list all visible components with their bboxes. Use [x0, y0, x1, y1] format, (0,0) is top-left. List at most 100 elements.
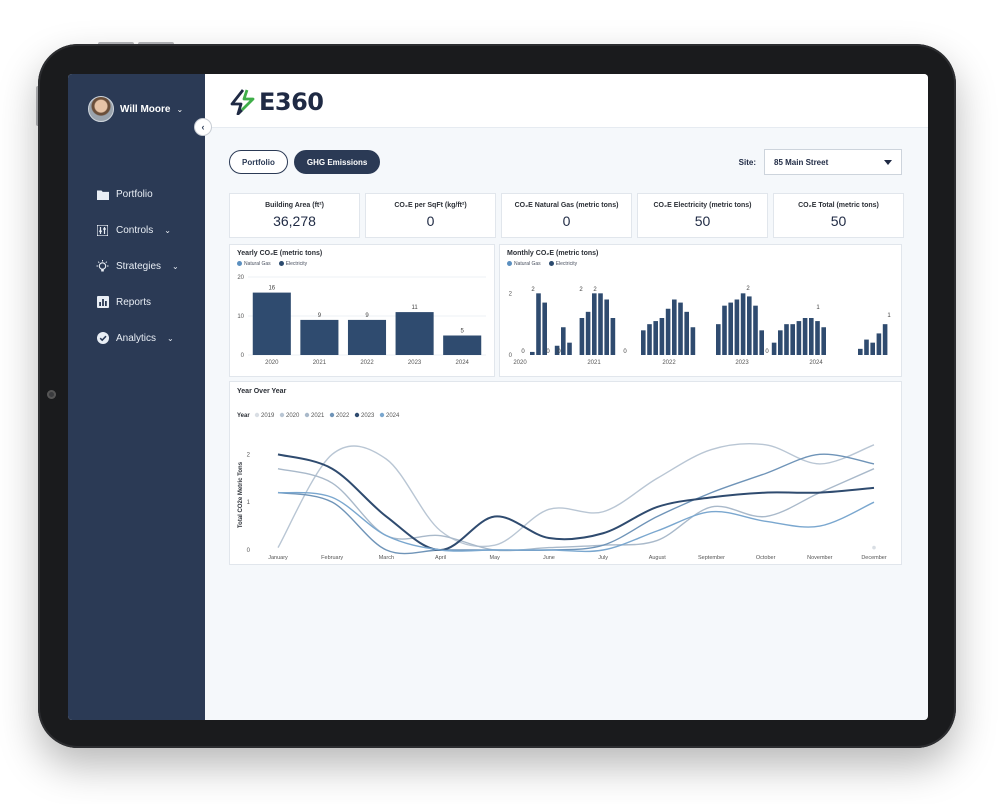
- chart-title: Year Over Year: [237, 388, 287, 395]
- legend-label: Electricity: [285, 261, 308, 267]
- lightning-logo-icon: [230, 89, 255, 115]
- legend-label: Natural Gas: [514, 261, 541, 267]
- bar: [579, 318, 585, 355]
- bar: [443, 335, 482, 355]
- legend-item-natural-gas[interactable]: Natural Gas: [237, 261, 271, 267]
- data-label: 0: [521, 349, 525, 355]
- x-tick-label: 2022: [662, 360, 676, 366]
- kpi-co2e-per-sqft: CO₂E per SqFt (kg/ft²) 0: [365, 193, 496, 238]
- kpi-label: CO₂E Electricity (metric tons): [653, 202, 752, 209]
- series-point: [872, 545, 876, 550]
- sidebar-item-portfolio[interactable]: Portfolio: [96, 176, 179, 212]
- x-tick-label: 2022: [360, 360, 374, 366]
- series-line: [277, 453, 875, 555]
- sliders-icon: [96, 224, 109, 237]
- sidebar: Will Moore ⌄ Portfolio Controls ⌄: [68, 74, 205, 720]
- view-tabs: Portfolio GHG Emissions: [229, 150, 381, 174]
- bar: [653, 321, 658, 355]
- legend-label: Electricity: [555, 261, 578, 267]
- sidebar-item-label: Analytics: [116, 332, 157, 344]
- x-tick-label: October: [756, 555, 776, 561]
- y-tick-label: 2: [509, 291, 513, 297]
- kpi-co2e-electricity: CO₂E Electricity (metric tons) 50: [637, 193, 768, 238]
- x-tick-label: January: [268, 555, 288, 561]
- legend-label: 2020: [286, 413, 300, 419]
- sidebar-item-label: Strategies: [116, 260, 162, 272]
- sidebar-item-analytics[interactable]: Analytics ⌄: [96, 320, 179, 356]
- x-tick-label: February: [321, 555, 343, 561]
- chart-title: Monthly CO₂E (metric tons): [507, 250, 599, 257]
- bar: [815, 321, 820, 355]
- series-line: [277, 491, 875, 553]
- bar: [876, 333, 882, 355]
- bar: [864, 339, 869, 355]
- x-tick-label: 2023: [408, 360, 422, 366]
- legend-dot: [279, 412, 285, 418]
- sidebar-item-label: Controls: [116, 224, 154, 236]
- logo: E360: [229, 88, 324, 116]
- sidebar-item-label: Reports: [116, 296, 152, 308]
- y-tick-label: 20: [237, 275, 244, 281]
- year-over-year-line-chart: Year 2019 2020 2021 2022 2023 2024 Total CO2e M…: [237, 412, 887, 561]
- tablet-device: Will Moore ⌄ Portfolio Controls ⌄: [38, 44, 956, 748]
- data-label: 9: [365, 313, 369, 319]
- legend-label: Natural Gas: [244, 261, 271, 267]
- x-tick-label: 2024: [456, 360, 470, 366]
- tab-portfolio[interactable]: Portfolio: [229, 150, 288, 174]
- x-tick-label: August: [649, 555, 667, 561]
- legend-label: 2023: [361, 413, 375, 419]
- site-dropdown[interactable]: 85 Main Street: [764, 149, 902, 175]
- caret-down-icon: [884, 159, 892, 165]
- x-tick-label: May: [490, 555, 501, 561]
- y-axis-label: Total CO2e Metric Tons: [238, 461, 244, 528]
- monthly-co2e-panel: Monthly CO₂E (metric tons) Natural Gas E…: [499, 244, 902, 377]
- bar: [734, 299, 740, 355]
- tab-ghg-emissions[interactable]: GHG Emissions: [293, 150, 381, 174]
- bar: [753, 305, 758, 355]
- x-tick-label: September: [698, 555, 725, 561]
- site-label: Site:: [738, 157, 756, 167]
- legend-item-electricity[interactable]: Electricity: [548, 261, 578, 267]
- x-tick-label: April: [435, 555, 446, 561]
- bar: [809, 318, 814, 355]
- legend-item-electricity[interactable]: Electricity: [278, 261, 308, 267]
- kpi-value: 36,278: [273, 213, 316, 229]
- bar: [771, 342, 777, 355]
- data-label: 9: [318, 313, 322, 319]
- sidebar-item-reports[interactable]: Reports: [96, 284, 179, 320]
- bar-chart-icon: [96, 296, 109, 309]
- legend-dot: [354, 412, 360, 418]
- bar: [821, 327, 826, 355]
- chevron-left-icon: ‹: [201, 122, 205, 132]
- screen: Will Moore ⌄ Portfolio Controls ⌄: [68, 74, 928, 720]
- legend-title: Year: [237, 413, 250, 419]
- lightbulb-icon: [96, 259, 109, 273]
- bar: [870, 342, 875, 355]
- bar: [784, 324, 789, 355]
- user-menu[interactable]: Will Moore ⌄: [88, 96, 183, 122]
- bar: [536, 293, 541, 355]
- x-tick-label: 2020: [513, 360, 527, 366]
- bar: [778, 330, 783, 355]
- sidebar-item-controls[interactable]: Controls ⌄: [96, 212, 179, 248]
- y-tick-label: 0: [509, 353, 513, 359]
- sidebar-item-strategies[interactable]: Strategies ⌄: [96, 248, 179, 284]
- y-tick-label: 2: [247, 452, 251, 458]
- legend-item-natural-gas[interactable]: Natural Gas: [507, 261, 541, 267]
- data-label: 0: [557, 349, 561, 355]
- bar: [585, 311, 591, 355]
- data-label: 0: [623, 349, 627, 355]
- bar: [659, 318, 665, 355]
- legend-dot: [329, 412, 335, 418]
- bar: [592, 293, 597, 355]
- chevron-down-icon: ⌄: [164, 225, 171, 235]
- data-label: 11: [411, 305, 418, 311]
- legend-label: 2024: [386, 413, 400, 419]
- folder-icon: [96, 188, 109, 201]
- yearly-bar-chart: 20 10 0 16 2020 9 2021 9 2022 11 2023 5 2024: [237, 275, 486, 366]
- site-value: 85 Main Street: [774, 157, 829, 167]
- kpi-value: 50: [830, 213, 847, 229]
- collapse-sidebar-button[interactable]: ‹: [194, 118, 212, 136]
- chevron-down-icon: ⌄: [176, 104, 184, 114]
- bar: [604, 299, 609, 355]
